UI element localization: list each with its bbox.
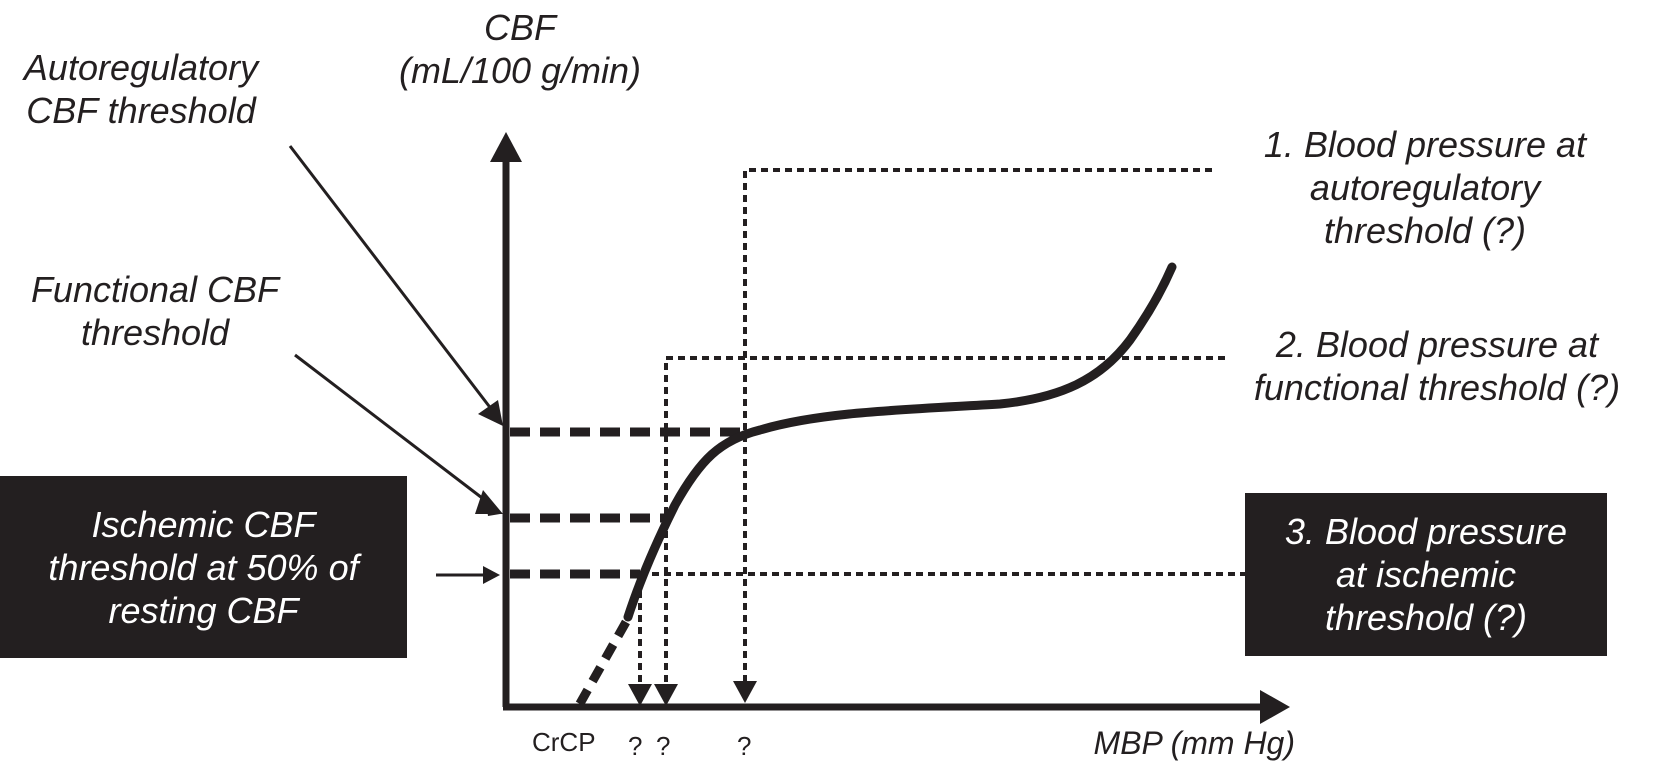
y-axis-label: CBF (mL/100 g/min) [370,6,670,92]
cbf-curve-extrapolation [574,619,630,710]
y-axis-label-line-2: (mL/100 g/min) [398,50,642,91]
bp-autoregulatory-line-3: threshold (?) [1323,210,1527,251]
ischemic-cbf-threshold-box: Ischemic CBF threshold at 50% of resting… [0,476,407,658]
autoregulatory-bp-guide [743,168,1215,694]
bp-functional-threshold-label: 2. Blood pressure at functional threshol… [1222,323,1652,409]
bp-ischemic-box-line-3: threshold (?) [1324,597,1528,638]
functional-cbf-threshold-label: Functional CBF threshold [30,268,280,354]
x-tick-autoregulatory-bp: ? [737,731,752,761]
bp-autoregulatory-threshold-label: 1. Blood pressure at autoregulatory thre… [1240,123,1610,252]
functional-pointer-arrowhead-b [475,490,503,514]
autoregulatory-pointer-arrowhead [478,400,503,426]
functional-bp-guide [664,356,1230,694]
autoregulatory-bp-arrowhead [733,681,757,703]
x-tick-crcp: CrCP [532,727,596,757]
x-tick-ischemic-bp: ? [628,731,643,761]
ischemic-box-line-3: resting CBF [108,589,299,631]
bp-autoregulatory-line-2: autoregulatory [1309,167,1541,208]
autoregulatory-cbf-threshold-label: Autoregulatory CBF threshold [0,46,282,132]
bp-functional-line-1: 2. Blood pressure at [1275,324,1599,365]
y-axis-label-line-1: CBF [484,7,556,48]
ischemic-box-line-2: threshold at 50% of [48,546,359,588]
functional-label-line-2: threshold [80,312,230,353]
ischemic-pointer-arrowhead [483,566,500,584]
autoregulatory-label-line-2: CBF threshold [26,90,256,131]
bp-ischemic-box-line-1: 3. Blood pressure [1284,511,1568,552]
y-axis-arrowhead [490,132,522,162]
autoregulatory-label-line-1: Autoregulatory [23,47,259,88]
bp-ischemic-threshold-box: 3. Blood pressure at ischemic threshold … [1245,493,1607,656]
x-tick-functional-bp: ? [656,731,671,761]
bp-ischemic-box-line-2: at ischemic [1335,554,1517,595]
ischemic-box-line-1: Ischemic CBF [91,503,316,545]
x-axis-label: MBP (mm Hg) [1093,725,1295,761]
bp-functional-line-2: functional threshold (?) [1253,367,1621,408]
functional-label-line-1: Functional CBF [30,269,280,310]
ischemic-bp-arrowhead [628,684,652,706]
cbf-autoregulation-curve [623,262,1177,622]
x-axis-arrowhead [1260,690,1290,724]
functional-bp-arrowhead [654,684,678,706]
autoregulatory-pointer-line [288,145,494,411]
bp-autoregulatory-line-1: 1. Blood pressure at [1263,124,1587,165]
functional-pointer-line [294,353,491,506]
